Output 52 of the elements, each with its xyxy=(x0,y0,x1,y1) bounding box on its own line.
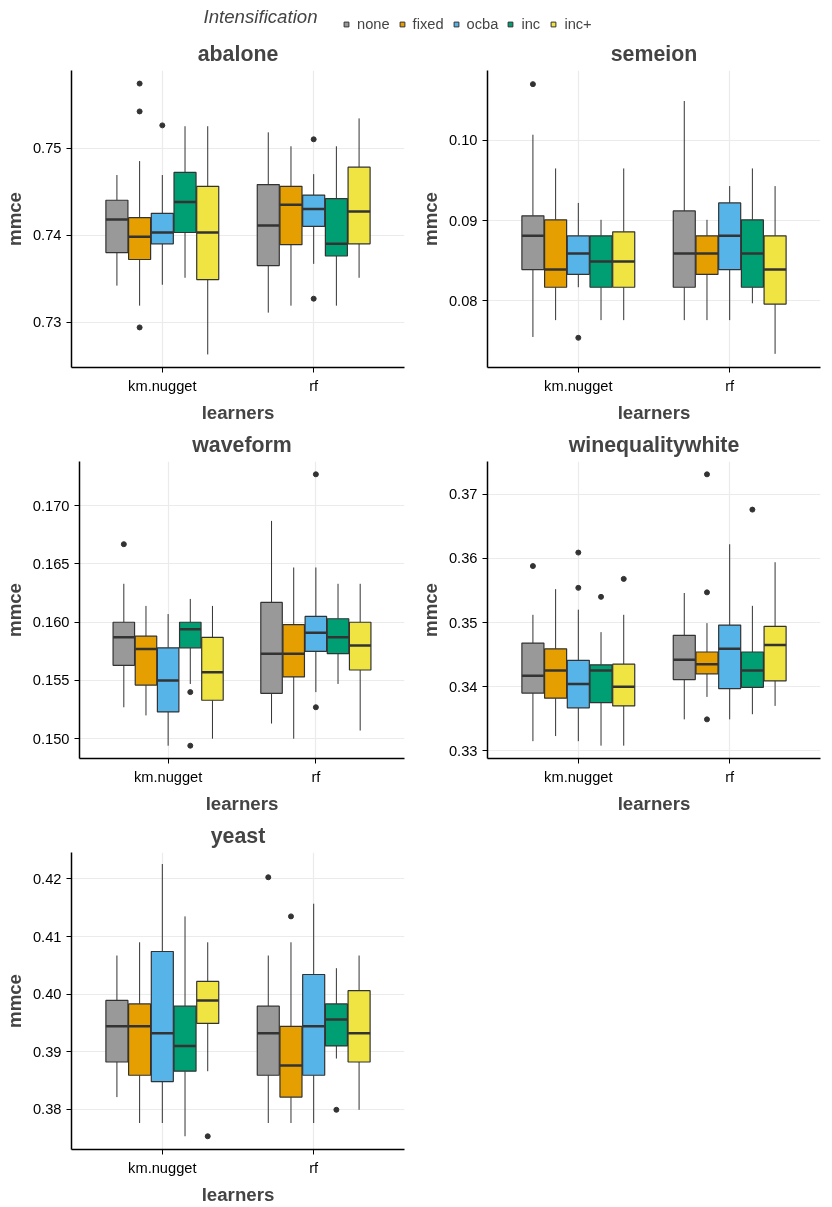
x-axis-title: learners xyxy=(205,792,279,814)
y-tick-label: 0.09 xyxy=(448,212,478,229)
y-tick-label: 0.155 xyxy=(32,672,70,689)
y-tick-label: 0.42 xyxy=(32,870,62,887)
y-tick-label: 0.40 xyxy=(32,986,62,1003)
y-tick-label: 0.74 xyxy=(32,227,62,244)
x-tick-label: km.nugget xyxy=(128,377,197,394)
y-tick-label: 0.160 xyxy=(32,614,70,631)
y-tick-label: 0.08 xyxy=(448,292,478,309)
y-tick-label: 0.34 xyxy=(448,678,478,695)
y-tick-label: 0.150 xyxy=(32,730,70,747)
y-tick-label: 0.37 xyxy=(448,486,478,503)
chart-title: yeast xyxy=(210,823,266,848)
chart-title: abalone xyxy=(197,41,279,66)
x-axis-title: learners xyxy=(617,792,691,814)
y-tick-label: 0.39 xyxy=(32,1043,62,1060)
legend-label: none xyxy=(357,16,390,32)
x-tick-label: rf xyxy=(309,1159,320,1176)
legend-label: inc+ xyxy=(564,16,592,32)
y-tick-label: 0.38 xyxy=(32,1101,62,1118)
y-axis-title: mmce xyxy=(3,583,25,637)
y-axis-title: mmce xyxy=(419,192,441,246)
x-tick-label: rf xyxy=(311,768,322,785)
y-tick-label: 0.35 xyxy=(448,614,478,631)
x-axis-title: learners xyxy=(617,401,691,423)
legend-label: inc xyxy=(521,16,542,32)
x-tick-label: rf xyxy=(725,768,736,785)
y-tick-label: 0.170 xyxy=(32,497,70,514)
legend-label: ocba xyxy=(466,16,499,32)
x-tick-label: rf xyxy=(309,377,320,394)
y-tick-label: 0.75 xyxy=(32,140,62,157)
legend-title: Intensification xyxy=(203,5,318,27)
x-tick-label: km.nugget xyxy=(544,768,613,785)
y-tick-label: 0.36 xyxy=(448,550,478,567)
y-tick-label: 0.73 xyxy=(32,314,62,331)
y-tick-label: 0.41 xyxy=(32,928,62,945)
y-axis-title: mmce xyxy=(3,192,25,246)
x-tick-label: rf xyxy=(725,377,736,394)
y-axis-title: mmce xyxy=(419,583,441,637)
legend-label: fixed xyxy=(412,16,444,32)
x-tick-label: km.nugget xyxy=(133,768,203,785)
x-tick-label: km.nugget xyxy=(128,1159,197,1176)
y-tick-label: 0.165 xyxy=(32,555,70,572)
y-axis-title: mmce xyxy=(3,974,25,1028)
y-tick-label: 0.10 xyxy=(448,132,478,149)
chart-title: waveform xyxy=(191,432,292,457)
chart-title: semeion xyxy=(610,41,698,66)
chart-title: winequalitywhite xyxy=(567,432,740,457)
x-axis-title: learners xyxy=(201,401,275,423)
x-axis-title: learners xyxy=(201,1183,275,1205)
y-tick-label: 0.33 xyxy=(448,742,478,759)
x-tick-label: km.nugget xyxy=(544,377,613,394)
